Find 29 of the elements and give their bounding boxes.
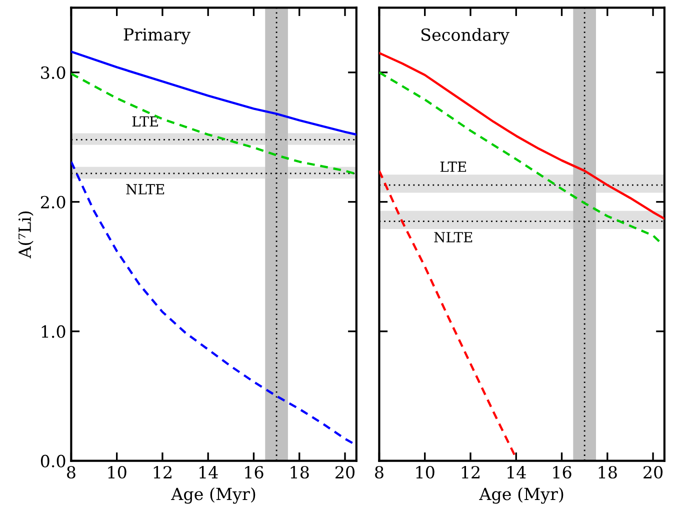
y-axis-title: A(⁷Li) [18,212,34,258]
y-tick-label: 3.0 [41,66,66,79]
x-tick-label: 12 [154,466,172,478]
ref-line-label: NLTE [434,232,472,242]
x-tick-label: 16 [553,466,572,479]
x-tick-label: 16 [245,466,264,479]
x-tick-label: 14 [200,466,218,478]
ref-line-label: LTE [132,116,158,126]
y-tick-label: 2.0 [40,196,66,208]
x-tick-label: 8 [67,466,76,479]
x-tick-label: 20 [336,466,354,479]
x-tick-label: 10 [108,466,126,479]
x-tick-label: 20 [644,466,663,479]
ref-line-label: NLTE [126,184,164,194]
x-axis-title: Age (Myr) [479,487,564,504]
x-tick-label: 18 [598,466,617,479]
x-tick-label: 14 [508,466,526,478]
x-tick-label: 18 [290,466,309,479]
x-tick-label: 10 [416,466,434,479]
text: Primary [124,28,191,44]
ref-line-label: LTE [440,162,466,172]
y-tick-label: 0.0 [40,454,66,468]
x-tick-label: 8 [375,466,384,479]
line-series [71,72,356,174]
y-tick-label: 1.0 [42,325,66,338]
x-tick-label: 12 [462,466,480,478]
text: Secondary [422,28,510,44]
x-axis-title: Age (Myr) [171,487,256,504]
line-series [71,50,356,136]
